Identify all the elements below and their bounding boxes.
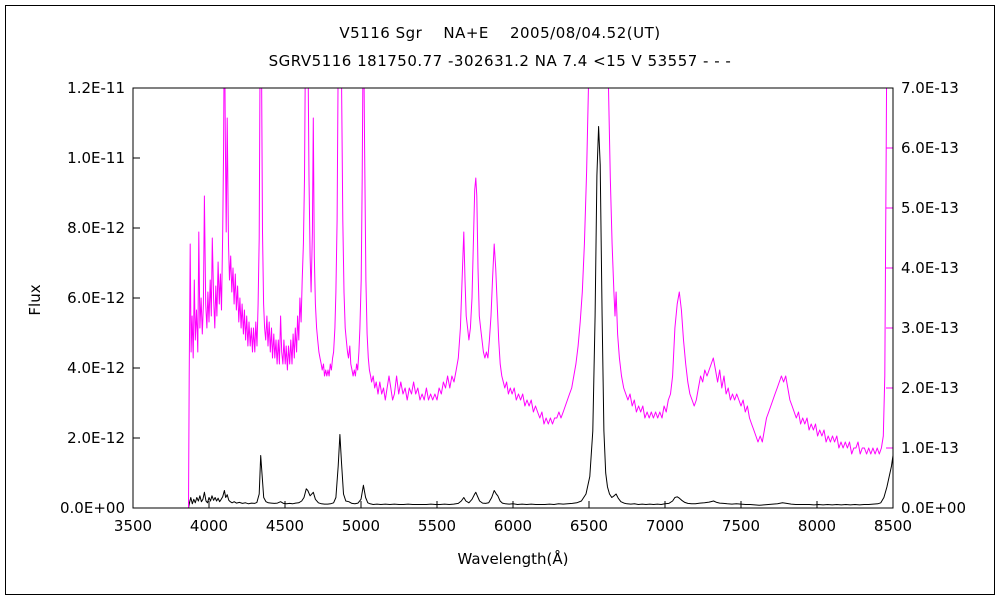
chart-subtitle: SGRV5116 181750.77 -302631.2 NA 7.4 <15 … <box>268 52 732 70</box>
x-tick-label: 3500 <box>114 517 152 535</box>
left-tick-label: 6.0E-12 <box>67 289 125 307</box>
x-tick-label: 8000 <box>798 517 836 535</box>
left-axis-ticks: 0.0E+00 2.0E-12 4.0E-12 6.0E-12 8.0E-12 1.0E-… <box>60 79 140 517</box>
right-tick-label: 0.0E+00 <box>901 499 966 517</box>
x-tick-label: 7000 <box>646 517 684 535</box>
plot-frame <box>132 87 894 509</box>
chart-title: V5116 Sgr NA+E 2005/08/04.52(UT) <box>339 24 661 42</box>
x-axis-label: Wavelength(Å) <box>458 549 569 568</box>
right-tick-label: 3.0E-13 <box>901 319 959 337</box>
x-axis-ticks: 3500 4000 4500 5000 5500 6000 6500 7000 7500 8000… <box>114 501 912 535</box>
y-axis-label: Flux <box>26 284 44 315</box>
right-tick-label: 6.0E-13 <box>901 139 959 157</box>
x-tick-label: 5500 <box>418 517 456 535</box>
right-tick-label: 1.0E-13 <box>901 439 959 457</box>
right-tick-label: 5.0E-13 <box>901 199 959 217</box>
spectra-series <box>188 88 893 508</box>
x-tick-label: 6500 <box>570 517 608 535</box>
x-tick-label: 7500 <box>722 517 760 535</box>
left-tick-label: 4.0E-12 <box>67 359 125 377</box>
left-tick-label: 8.0E-12 <box>67 219 125 237</box>
image-border-frame <box>5 5 995 595</box>
left-tick-label: 1.0E-11 <box>67 149 125 167</box>
left-tick-label: 0.0E+00 <box>60 499 125 517</box>
left-tick-label: 1.2E-11 <box>67 79 125 97</box>
right-tick-label: 7.0E-13 <box>901 79 959 97</box>
magenta-spectrum-line <box>188 88 893 508</box>
left-tick-label: 2.0E-12 <box>67 429 125 447</box>
right-axis-ticks: 0.0E+00 1.0E-13 2.0E-13 3.0E-13 4.0E-13 5.0E-… <box>886 79 966 517</box>
black-spectrum-line <box>188 126 893 508</box>
x-tick-label: 5000 <box>342 517 380 535</box>
x-tick-label: 4000 <box>190 517 228 535</box>
right-tick-label: 4.0E-13 <box>901 259 959 277</box>
x-tick-label: 8500 <box>874 517 912 535</box>
x-tick-label: 4500 <box>266 517 304 535</box>
right-tick-label: 2.0E-13 <box>901 379 959 397</box>
x-tick-label: 6000 <box>494 517 532 535</box>
